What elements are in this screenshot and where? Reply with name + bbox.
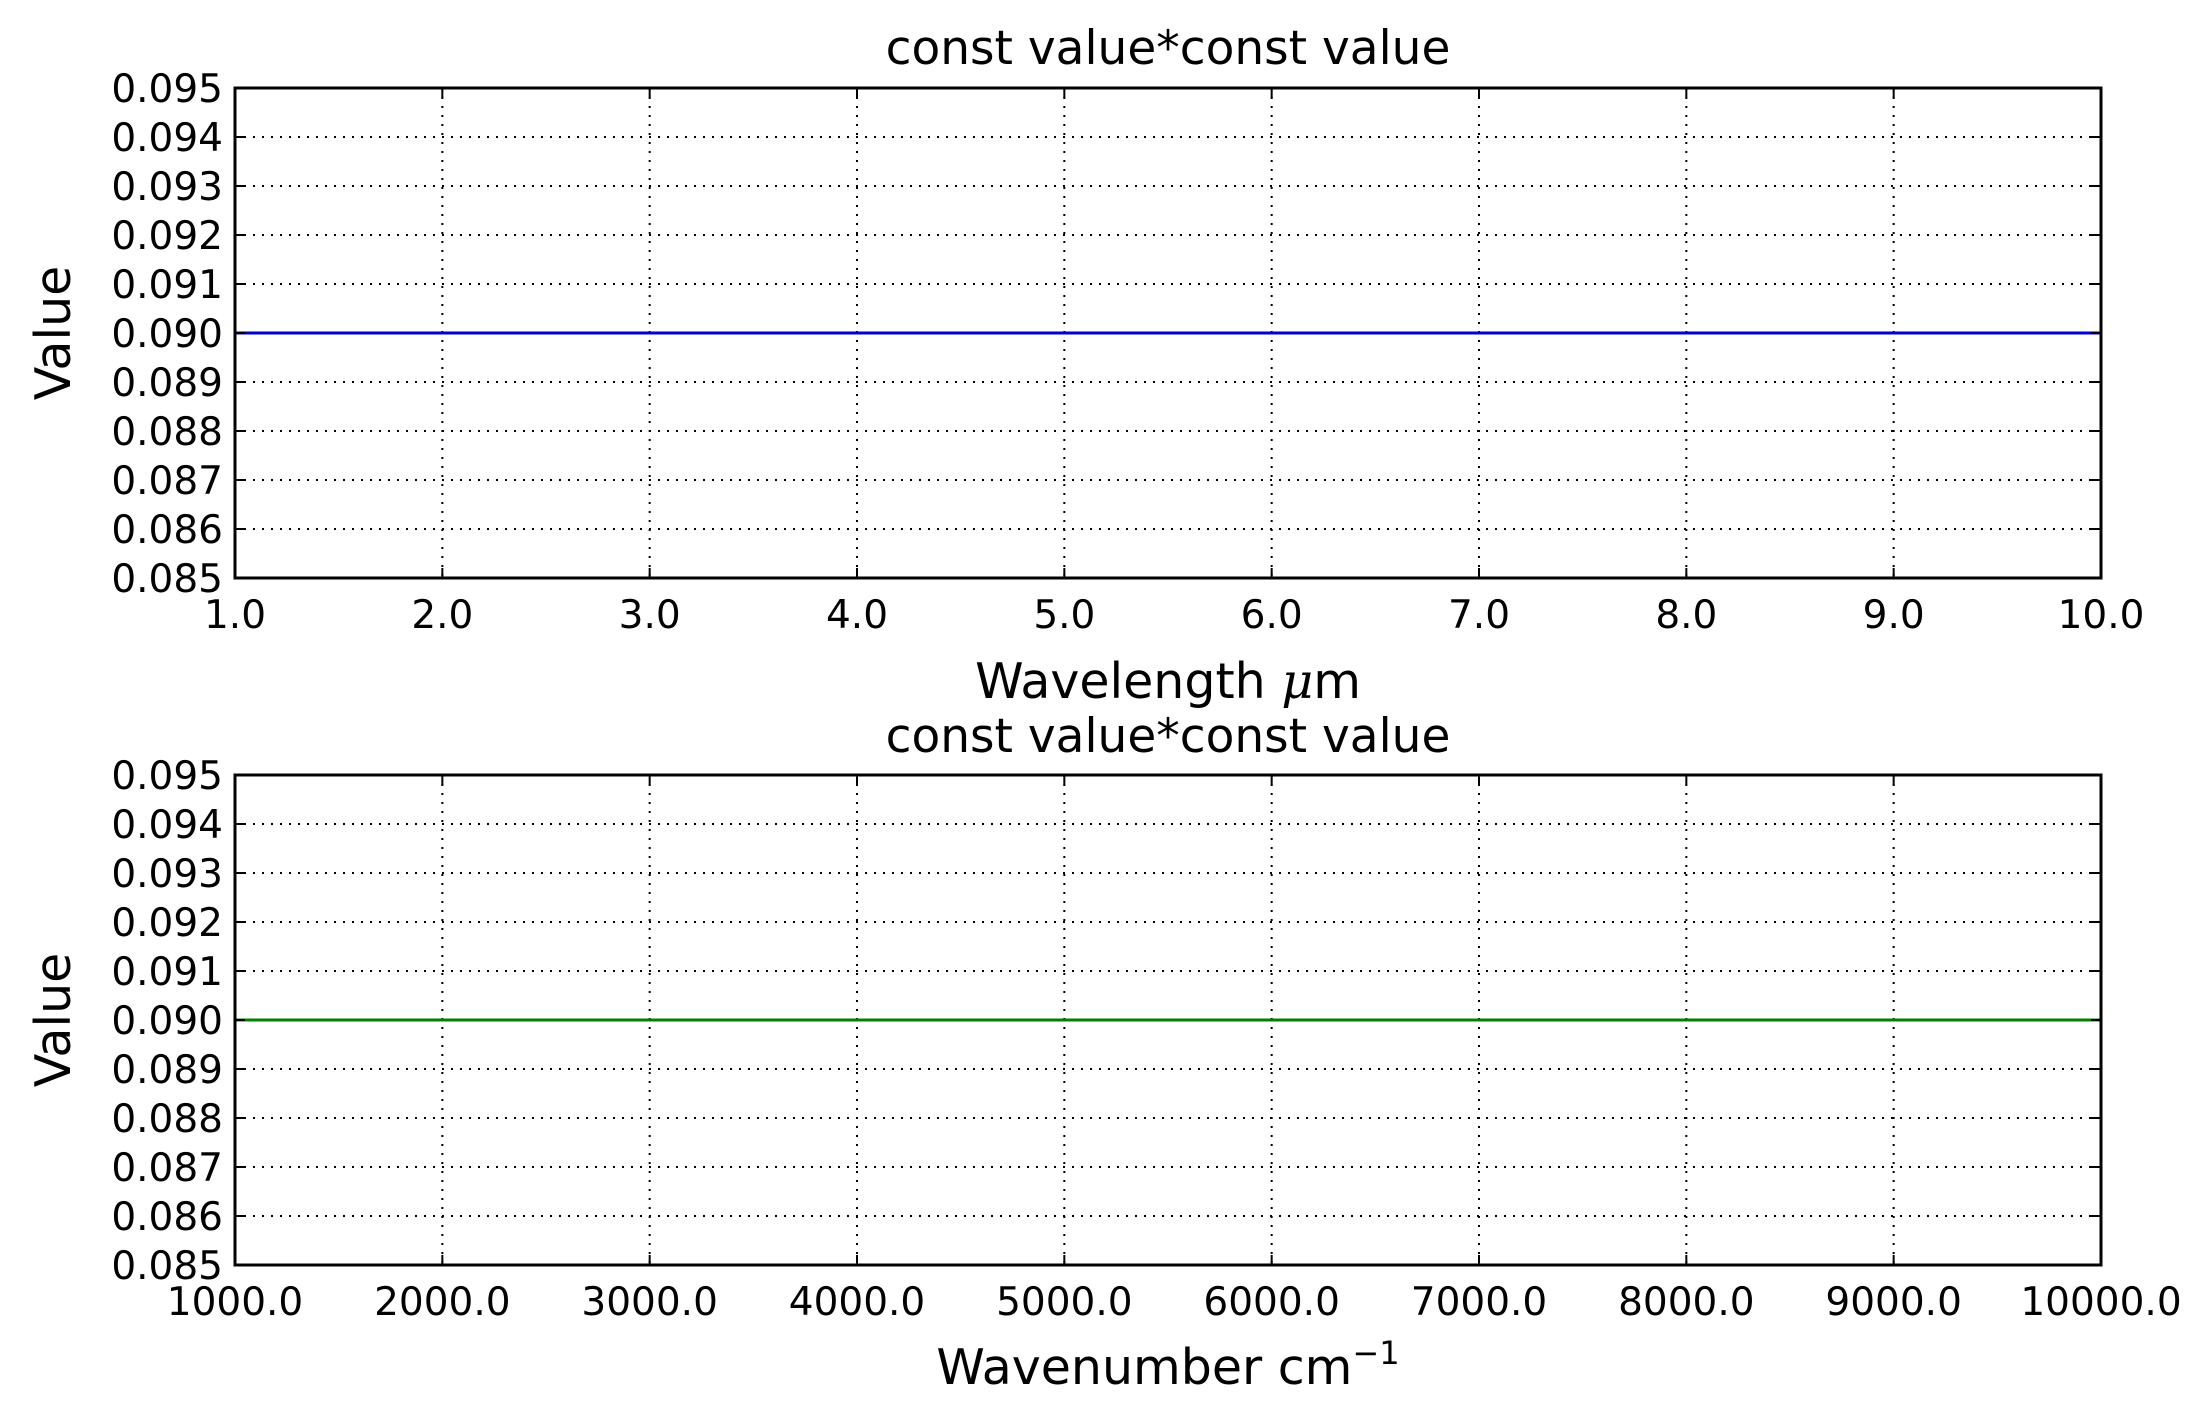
x-axis-label: Wavelength μm: [975, 653, 1361, 710]
ticks: 1.0 2.0 3.0 4.0 5.0 6.0 7.0 8.0 9.0 10.00.0850.08…: [111, 67, 2144, 638]
x-tick-label: 2.0: [411, 593, 473, 638]
x-tick-label: 8.0: [1655, 593, 1717, 638]
x-axis-label-text: Wavelength: [975, 653, 1266, 710]
x-axis-label-unit-math: μ: [1281, 653, 1313, 710]
x-tick-label: 9000.0: [1825, 1280, 1961, 1325]
y-tick-label: 0.089: [111, 1048, 223, 1093]
chart-title: const value*const value: [886, 21, 1451, 76]
y-tick-label: 0.092: [111, 901, 223, 946]
y-tick-label: 0.087: [111, 1146, 223, 1191]
y-tick-label: 0.088: [111, 1097, 223, 1142]
y-tick-label: 0.088: [111, 410, 223, 455]
x-tick-label: 3.0: [619, 593, 681, 638]
subplot-wavenumber: const value*const value 1000.0 2000.0 3000…: [25, 709, 2182, 1396]
y-tick-label: 0.091: [111, 950, 223, 995]
chart-title: const value*const value: [886, 709, 1451, 764]
y-tick-label: 0.087: [111, 459, 223, 504]
x-tick-label: 5.0: [1033, 593, 1095, 638]
y-tick-label: 0.095: [111, 754, 223, 799]
y-tick-label: 0.086: [111, 508, 223, 553]
y-tick-label: 0.093: [111, 165, 223, 210]
x-tick-label: 6.0: [1241, 593, 1303, 638]
x-tick-label: 9.0: [1863, 593, 1925, 638]
x-tick-label: 4.0: [826, 593, 888, 638]
y-tick-label: 0.094: [111, 803, 223, 848]
y-tick-label: 0.091: [111, 263, 223, 308]
x-axis-label: Wavenumber cm−1: [936, 1334, 1399, 1396]
x-tick-label: 7000.0: [1411, 1280, 1547, 1325]
y-tick-label: 0.085: [111, 1244, 223, 1289]
y-tick-label: 0.093: [111, 852, 223, 897]
y-tick-label: 0.086: [111, 1195, 223, 1240]
x-axis-label-text: Wavenumber cm: [936, 1339, 1352, 1396]
y-tick-label: 0.090: [111, 312, 223, 357]
ticks: 1000.0 2000.0 3000.0 4000.0 5000.0 6000.0 7000…: [111, 754, 2181, 1325]
y-tick-label: 0.092: [111, 214, 223, 259]
x-tick-label: 8000.0: [1618, 1280, 1754, 1325]
x-tick-label: 6000.0: [1203, 1280, 1339, 1325]
y-tick-label: 0.090: [111, 999, 223, 1044]
x-tick-label: 7.0: [1448, 593, 1510, 638]
y-axis-label: Value: [25, 953, 82, 1088]
x-tick-label: 3000.0: [581, 1280, 717, 1325]
x-tick-label: 10.0: [2058, 593, 2145, 638]
x-tick-label: 10000.0: [2020, 1280, 2181, 1325]
subplot-wavelength: const value*const value 1.0 2.0 3.0 4.0 5.0 6…: [25, 21, 2144, 710]
y-tick-label: 0.085: [111, 557, 223, 602]
x-tick-label: 2000.0: [374, 1280, 510, 1325]
x-axis-label-unit-rest: m: [1313, 653, 1361, 710]
y-tick-label: 0.089: [111, 361, 223, 406]
x-tick-label: 1.0: [204, 593, 266, 638]
x-tick-label: 4000.0: [789, 1280, 925, 1325]
x-tick-label: 1000.0: [167, 1280, 303, 1325]
x-axis-label-superscript: −1: [1352, 1334, 1399, 1372]
y-tick-label: 0.095: [111, 67, 223, 112]
y-tick-label: 0.094: [111, 116, 223, 161]
y-axis-label: Value: [25, 266, 82, 401]
x-tick-label: 5000.0: [996, 1280, 1132, 1325]
